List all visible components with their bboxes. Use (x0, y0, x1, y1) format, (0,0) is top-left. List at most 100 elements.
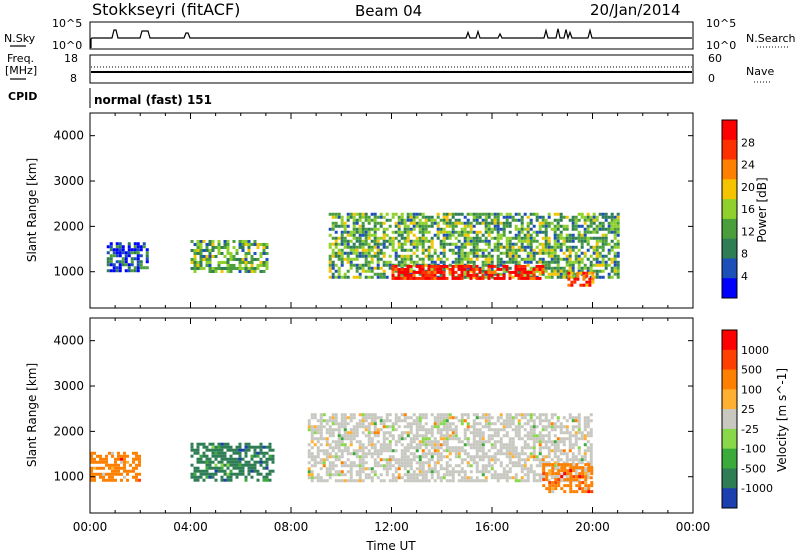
echo-cell (427, 273, 431, 277)
echo-cell (581, 487, 585, 491)
echo-cell (370, 431, 374, 435)
echo-cell (382, 434, 386, 438)
x-tick-label: 16:00 (475, 520, 510, 534)
echo-cell (511, 275, 515, 279)
echo-cell (238, 263, 242, 267)
echo-cell (514, 434, 518, 438)
colorbar-swatch (722, 139, 737, 161)
echo-cell (436, 440, 440, 444)
echo-cell (508, 260, 512, 264)
echo-cell (472, 230, 476, 234)
echo-cell (406, 239, 410, 243)
echo-cell (481, 263, 485, 267)
echo-cell (454, 230, 458, 234)
echo-cell (397, 245, 401, 249)
echo-cell (406, 270, 410, 274)
echo-cell (460, 276, 464, 280)
echo-cell (334, 245, 338, 249)
echo-cell (409, 464, 413, 468)
echo-cell (562, 461, 566, 465)
echo-cell (529, 251, 533, 255)
echo-cell (535, 218, 539, 222)
echo-cell (361, 431, 365, 435)
echo-cell (400, 230, 404, 234)
echo-cell (310, 464, 314, 468)
echo-cell (526, 233, 530, 237)
echo-cell (508, 440, 512, 444)
echo-cell (355, 218, 359, 222)
echo-cell (132, 469, 135, 473)
echo-cell (445, 449, 449, 453)
echo-cell (481, 233, 485, 237)
echo-cell (346, 260, 350, 264)
echo-cell (349, 233, 353, 237)
echo-cell (226, 269, 230, 273)
echo-cell (523, 413, 527, 417)
echo-cell (259, 448, 263, 452)
echo-cell (442, 215, 446, 219)
echo-cell (569, 481, 573, 485)
echo-cell (541, 260, 545, 264)
echo-cell (574, 440, 578, 444)
echo-cell (542, 469, 546, 473)
echo-cell (256, 460, 260, 464)
echo-cell (553, 440, 557, 444)
echo-cell (472, 461, 476, 465)
echo-cell (412, 215, 416, 219)
echo-cell (550, 257, 554, 261)
echo-cell (130, 257, 134, 261)
echo-cell (340, 242, 344, 246)
colorbar-tick-label: -500 (741, 462, 766, 475)
echo-cell (595, 236, 599, 240)
echo-cell (553, 269, 557, 273)
echo-cell (331, 455, 335, 459)
echo-cell (250, 469, 254, 473)
echo-cell (271, 460, 275, 464)
echo-cell (117, 466, 120, 470)
echo-cell (604, 260, 608, 264)
echo-cell (553, 248, 557, 252)
echo-cell (367, 242, 371, 246)
echo-cell (436, 224, 440, 228)
echo-cell (232, 266, 236, 270)
echo-cell (319, 428, 323, 432)
echo-cell (439, 431, 443, 435)
echo-cell (199, 475, 203, 479)
echo-cell (499, 221, 503, 225)
echo-cell (529, 464, 533, 468)
echo-cell (517, 227, 521, 231)
echo-cell (475, 221, 479, 225)
echo-cell (331, 422, 335, 426)
echo-cell (550, 227, 554, 231)
echo-cell (496, 416, 500, 420)
echo-cell (109, 245, 113, 249)
echo-cell (346, 479, 350, 483)
echo-cell (532, 479, 536, 483)
echo-cell (382, 425, 386, 429)
echo-cell (193, 448, 197, 452)
echo-cell (529, 446, 533, 450)
echo-cell (523, 479, 527, 483)
echo-cell (616, 227, 620, 231)
echo-cell (566, 463, 570, 467)
echo-cell (526, 270, 530, 274)
echo-cell (590, 472, 594, 476)
echo-cell (247, 269, 251, 273)
echo-cell (475, 416, 479, 420)
echo-cell (544, 443, 548, 447)
echo-cell (584, 481, 588, 485)
echo-cell (316, 437, 320, 441)
echo-cell (424, 434, 428, 438)
echo-cell (466, 464, 470, 468)
echo-cell (334, 413, 338, 417)
echo-cell (547, 242, 551, 246)
echo-cell (448, 230, 452, 234)
echo-cell (331, 431, 335, 435)
echo-cell (262, 445, 266, 449)
echo-cell (556, 437, 560, 441)
echo-cell (259, 242, 263, 246)
echo-cell (484, 270, 488, 274)
echo-cell (502, 269, 506, 273)
echo-cell (256, 257, 260, 261)
echo-cell (415, 276, 419, 280)
